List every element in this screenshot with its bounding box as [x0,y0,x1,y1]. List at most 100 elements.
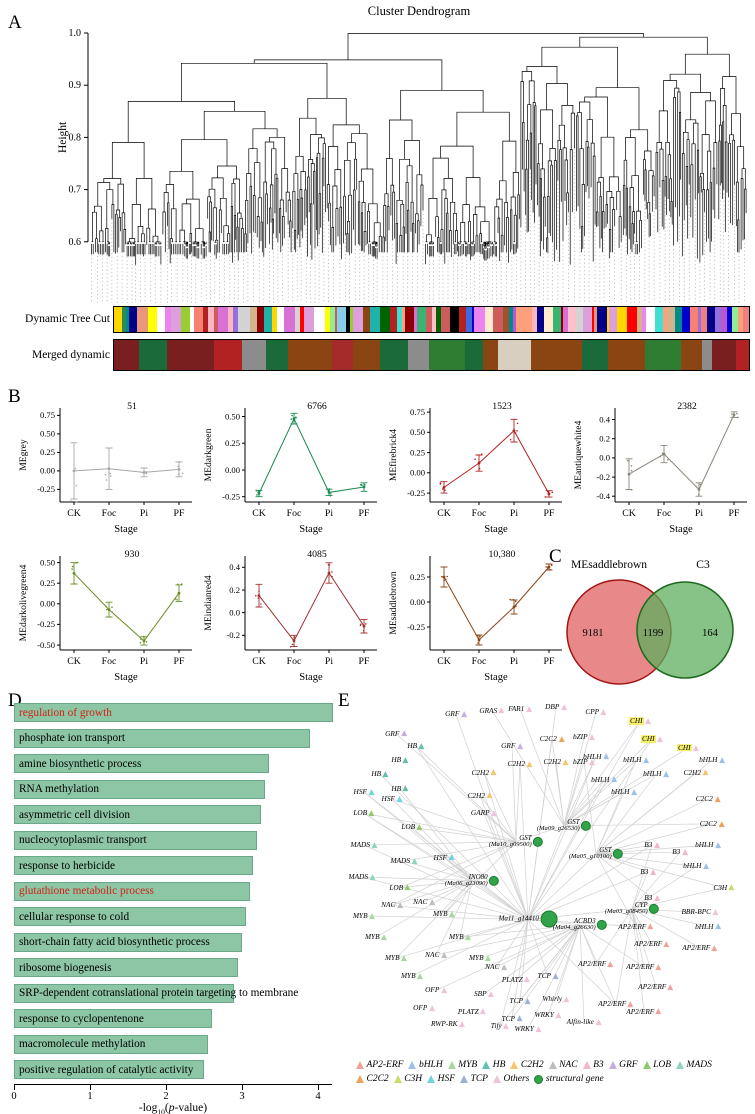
legend-item-NAC: NAC [548,1060,578,1070]
eigengene-plot-MEdarkgreen: 0.50 0.25 0.00 -0.25 CK Foc Pi PF Stage MEdarkgre… [199,396,384,546]
tf-family-triangle-icon [535,1026,542,1033]
go-x-axis: 0 1 2 3 4 [11,1084,366,1110]
stage-axis-label: Stage [299,672,323,683]
svg-text:-0.25: -0.25 [37,619,55,629]
tf-family-triangle-icon [714,842,721,849]
tf-family-triangle-icon [524,976,531,983]
colorbar-segment [126,307,129,332]
gene-label: ACBD3 (Ma04_g26630) [552,916,596,931]
colorbar-segment [441,307,450,332]
tf-label: HB [391,755,402,765]
legend-item-C2C2: C2C2 [356,1074,389,1084]
legend-label: structural gene [545,1074,604,1084]
tf-label: LOB [389,882,404,892]
go-term-label: RNA methylation [19,783,100,796]
tf-label: bHLH [583,751,602,761]
tf-family-triangle-icon [552,973,559,980]
go-term-row: regulation of growth [14,700,368,726]
tf-label: AP2/ERF [638,981,667,991]
colorbar-segment [548,340,582,370]
tf-label: AP2/ERF [598,999,627,1009]
eigengene-svg: 0.50 0.25 0.00 -0.25 -0.50 CK Foc Pi PF Stage MEda… [18,549,192,683]
tf-family-triangle-icon [714,923,721,930]
svg-text:CK: CK [437,508,451,519]
tf-label: MYB [384,953,400,963]
tf-node: GRF [445,710,467,718]
tf-label: C2C2 [695,794,713,804]
colorbar-segment [300,307,305,332]
colorbar-segment [581,340,609,370]
colorbar-segment [207,307,214,332]
tf-label: C2H2 [507,758,525,768]
tf-label: GRF [445,709,460,719]
colorbar-segment [407,340,430,370]
tf-family-triangle-icon [525,705,532,712]
tf-node: HSF [354,788,375,796]
module-gene-count: 4085 [307,549,327,560]
colorbar-segment [637,307,642,332]
structural-gene-icon [581,820,592,831]
svg-text:-0.25: -0.25 [37,484,55,494]
legend-label: LOB [653,1060,672,1070]
tf-label: CHI [640,734,656,744]
tf-family-triangle-icon [402,785,409,792]
tf-label: bHLH [611,787,630,797]
tf-label: C2H2 [683,767,701,777]
tf-family-triangle-icon [418,743,425,750]
tf-label: DBP [545,702,560,712]
colorbar-segment [701,340,712,370]
tf-label: MYB [352,911,368,921]
eigengene-svg: 0.75 0.50 0.25 0.00 -0.25 CK Foc Pi PF Stage MEfir… [388,401,562,535]
svg-text:Pi: Pi [325,656,333,667]
colorbar-segment [329,307,335,332]
tf-label: RWP-RK [430,1019,458,1029]
tf-family-triangle-icon [667,983,674,990]
legend-item-LOB: LOB [642,1060,672,1070]
colorbar-segment [552,307,561,332]
svg-text:PF: PF [729,508,740,519]
tf-node: C2H2 [508,760,533,768]
tf-node: bHLH [623,756,649,764]
tf-node: RWP-RK [430,1019,466,1029]
gene-label: INO80 (Ma06_g23090) [444,872,488,887]
colorbar-segment [655,307,663,332]
colorbar-segment [531,340,549,370]
eigengene-axis-label: MEindianred4 [203,575,214,631]
tf-node: AP2/ERF [578,960,614,968]
tf-node: CPP [585,708,607,717]
tf-family-triangle-icon [712,909,719,916]
colorbar-segment [256,307,265,332]
structural-gene-legend-icon [534,1074,544,1084]
tf-family-triangle-icon [702,863,709,870]
tf-node: MYB [401,972,424,980]
colorbar-segment [682,307,691,332]
module-gene-count: 6766 [307,401,327,412]
legend-item-B3: B3 [582,1060,604,1070]
tf-family-triangle-icon [500,964,507,971]
venn-right-title: C3 [696,559,710,571]
tf-label: SBP [473,988,487,998]
svg-text:0.25: 0.25 [410,572,425,582]
colorbar-segment [203,307,208,332]
tf-node: NAC [485,963,507,971]
tf-family-triangle-icon [655,964,662,971]
tf-family-triangle-icon [440,951,447,958]
colorbar-segment [416,307,426,332]
legend-label: HSF [437,1074,456,1084]
go-axis-tick-label: 4 [315,1091,321,1102]
tf-node: AP2/ERF [626,1008,662,1016]
tf-label: BBR-BPC [681,907,712,917]
colorbar-segment [334,307,338,332]
tf-family-triangle-icon [416,824,423,831]
colorbar-segment [532,307,537,332]
tf-family-triangle-icon [526,760,533,767]
colorbar-segment [213,307,218,332]
colorbar-segment [147,307,157,332]
tf-node: TCP [538,972,559,980]
tf-family-triangle-icon [449,911,456,918]
colorbar-segment [379,307,391,332]
colorbar-segment [287,340,319,370]
tf-family-triangle-icon [503,1022,510,1029]
legend-triangle-icon [408,1061,417,1069]
structural-gene-icon [540,910,558,928]
